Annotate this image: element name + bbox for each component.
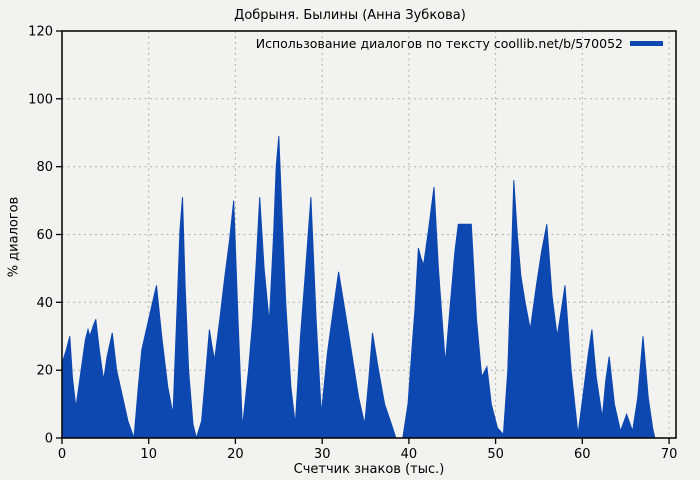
chart-title: Добрыня. Былины (Анна Зубкова)	[234, 8, 466, 23]
y-tick-label: 0	[45, 432, 53, 447]
y-tick-label: 20	[36, 364, 53, 379]
y-axis-label: % диалогов	[6, 196, 22, 278]
x-tick-label: 30	[314, 447, 331, 462]
x-axis-label: Счетчик знаков (тыс.)	[293, 462, 445, 477]
x-tick-label: 60	[574, 447, 591, 462]
legend: Использование диалогов по тексту coollib…	[256, 36, 663, 51]
y-tick-label: 60	[36, 228, 53, 243]
x-tick-label: 70	[661, 447, 678, 462]
x-tick-label: 20	[227, 447, 244, 462]
data-area-series	[61, 136, 656, 440]
y-tick-label: 100	[28, 92, 53, 107]
legend-label: Использование диалогов по тексту coollib…	[255, 36, 623, 51]
y-tick-label: 40	[36, 296, 53, 311]
legend-line-swatch	[630, 41, 663, 46]
y-tick-label: 80	[36, 160, 53, 175]
y-tick-label: 120	[28, 25, 53, 40]
x-tick-label: 0	[58, 447, 66, 462]
x-tick-label: 50	[487, 447, 504, 462]
x-tick-label: 40	[401, 447, 418, 462]
x-tick-label: 10	[140, 447, 157, 462]
